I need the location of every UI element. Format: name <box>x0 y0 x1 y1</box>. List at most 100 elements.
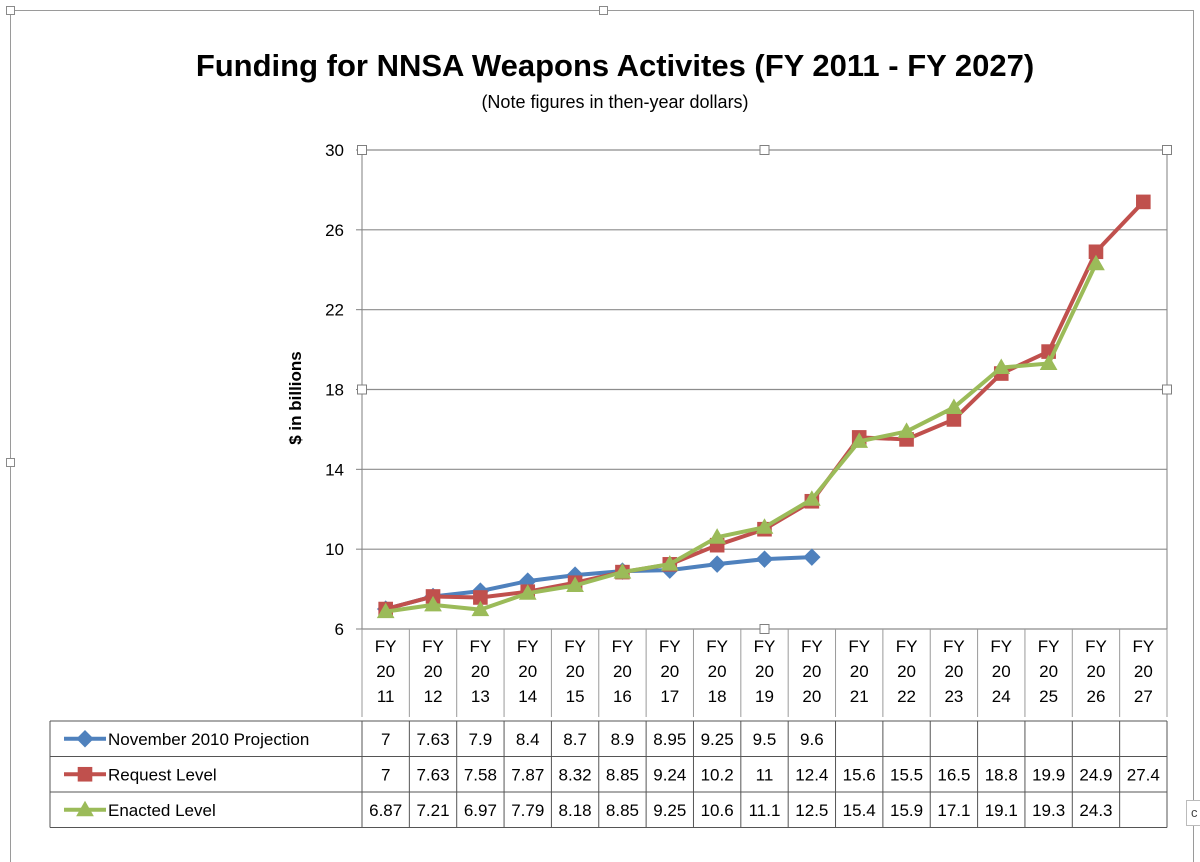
x-tick-label: FY <box>848 637 870 656</box>
table-cell: 24.9 <box>1079 765 1112 784</box>
edge-fragment: c <box>1186 800 1200 826</box>
data-point-enacted-level <box>897 422 916 438</box>
table-cell: 7 <box>381 765 390 784</box>
resize-handle-top-left[interactable] <box>6 6 15 15</box>
x-tick-label: 20 <box>802 662 821 681</box>
x-tick-label: FY <box>422 637 444 656</box>
table-cell: 15.4 <box>843 801 876 820</box>
x-tick-label: 25 <box>1039 687 1058 706</box>
table-cell: 7.58 <box>464 765 497 784</box>
table-cell: 7.63 <box>416 765 449 784</box>
resize-handle-left-middle[interactable] <box>6 458 15 467</box>
table-cell: 6.87 <box>369 801 402 820</box>
x-tick-label: 20 <box>1039 662 1058 681</box>
table-cell: 8.9 <box>611 730 635 749</box>
table-cell: 9.6 <box>800 730 824 749</box>
data-point-enacted-level <box>471 600 490 617</box>
table-cell: 19.3 <box>1032 801 1065 820</box>
legend-label-request-level: Request Level <box>108 765 217 784</box>
resize-handle-top-center[interactable] <box>599 6 608 15</box>
x-tick-label: 20 <box>1134 662 1153 681</box>
x-tick-label: 21 <box>850 687 869 706</box>
x-tick-label: FY <box>517 637 539 656</box>
data-point-november-2010-projection <box>708 555 726 573</box>
table-cell: 8.95 <box>653 730 686 749</box>
data-point-request-level <box>1136 194 1151 210</box>
table-cell: 9.5 <box>753 730 777 749</box>
table-cell: 7 <box>381 730 390 749</box>
table-cell: 9.25 <box>653 801 686 820</box>
y-tick-label: 22 <box>325 301 344 320</box>
y-tick-label: 26 <box>325 221 344 240</box>
y-tick-label: 10 <box>325 540 344 559</box>
x-tick-label: 18 <box>708 687 727 706</box>
table-cell: 7.87 <box>511 765 544 784</box>
x-tick-label: 20 <box>566 662 585 681</box>
data-point-enacted-level <box>945 398 963 414</box>
table-cell: 9.25 <box>701 730 734 749</box>
x-tick-label: 20 <box>897 662 916 681</box>
series-line-enacted-level <box>385 262 1098 614</box>
data-point-enacted-level <box>992 358 1011 375</box>
data-point-enacted-level <box>660 555 679 571</box>
data-point-enacted-level <box>613 563 632 579</box>
table-cell: 19.9 <box>1032 765 1065 784</box>
x-tick-label: 20 <box>518 662 537 681</box>
x-tick-label: 17 <box>660 687 679 706</box>
table-cell: 6.97 <box>464 801 497 820</box>
table-cell: 16.5 <box>937 765 970 784</box>
x-tick-label: 26 <box>1087 687 1106 706</box>
x-tick-label: FY <box>1085 637 1107 656</box>
plot-handle <box>759 145 770 155</box>
table-cell: 8.85 <box>606 765 639 784</box>
table-cell: 9.24 <box>653 765 686 784</box>
chart-title: Funding for NNSA Weapons Activites (FY 2… <box>195 48 1035 83</box>
x-tick-label: 20 <box>802 687 821 706</box>
table-cell: 8.18 <box>559 801 592 820</box>
table-cell: 12.4 <box>795 765 828 784</box>
x-tick-label: FY <box>659 637 681 656</box>
x-tick-label: 20 <box>613 662 632 681</box>
plot-handle <box>1162 384 1172 395</box>
table-cell: 27.4 <box>1127 765 1160 784</box>
table-cell: 10.6 <box>701 801 734 820</box>
x-tick-label: 20 <box>376 662 395 681</box>
table-cell: 11.1 <box>749 801 781 820</box>
table-cell: 10.2 <box>701 765 734 784</box>
legend-marker-request-level <box>77 766 93 782</box>
x-tick-label: 20 <box>850 662 869 681</box>
x-tick-label: FY <box>1132 637 1154 656</box>
table-cell: 7.21 <box>416 801 449 820</box>
x-tick-label: 20 <box>992 662 1011 681</box>
series-line-request-level <box>385 200 1145 611</box>
x-tick-label: 20 <box>660 662 679 681</box>
x-tick-label: 20 <box>471 662 490 681</box>
series-line-november-2010-projection <box>385 555 812 611</box>
y-tick-label: 18 <box>325 381 344 400</box>
y-tick-label: 30 <box>325 141 344 160</box>
x-tick-label: FY <box>375 637 397 656</box>
legend-label-enacted-level: Enacted Level <box>108 801 216 820</box>
data-point-enacted-level <box>1039 354 1058 371</box>
x-tick-label: 20 <box>944 662 963 681</box>
table-cell: 8.85 <box>606 801 639 820</box>
x-tick-label: 20 <box>1087 662 1106 681</box>
x-tick-label: 20 <box>424 662 443 681</box>
table-cell: 15.6 <box>843 765 876 784</box>
plot-handle <box>759 624 770 634</box>
data-point-enacted-level <box>376 602 395 619</box>
x-tick-label: 13 <box>471 687 490 706</box>
table-cell: 8.7 <box>563 730 587 749</box>
x-tick-label: 20 <box>708 662 727 681</box>
table-cell: 7.9 <box>469 730 493 749</box>
plot-handle <box>357 384 367 395</box>
data-point-enacted-level <box>518 584 537 600</box>
y-tick-label: 6 <box>335 620 344 639</box>
legend-marker-enacted-level <box>76 800 94 817</box>
table-cell: 12.5 <box>795 801 828 820</box>
x-tick-label: 12 <box>424 687 443 706</box>
x-tick-label: 20 <box>755 662 774 681</box>
table-cell: 15.5 <box>890 765 923 784</box>
x-tick-label: FY <box>990 637 1012 656</box>
plot-handle <box>1162 145 1172 155</box>
